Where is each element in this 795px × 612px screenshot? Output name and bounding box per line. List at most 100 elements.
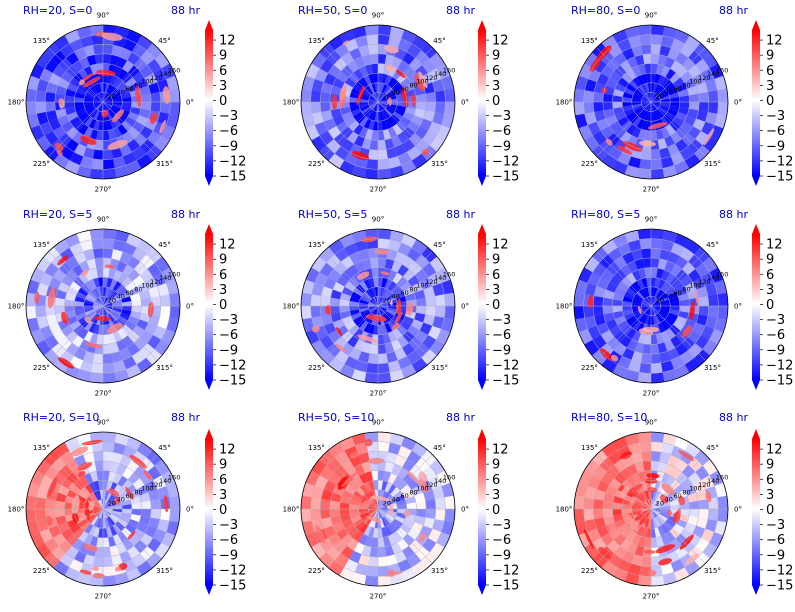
heatmap-cell (381, 73, 388, 84)
heatmap-cell (159, 294, 171, 306)
heatmap-cell (415, 509, 427, 518)
heatmap-cell (93, 324, 100, 335)
heatmap-cell (651, 362, 663, 374)
heatmap-cell (670, 152, 685, 166)
heatmap-cell (584, 519, 597, 533)
heatmap-cell (429, 339, 445, 356)
heatmap-cell (36, 542, 52, 559)
heatmap-cell (321, 517, 333, 529)
heatmap-cell (368, 504, 378, 509)
heatmap-cell (596, 322, 610, 335)
heatmap-cell (136, 239, 153, 255)
heatmap-cell (344, 320, 356, 331)
heatmap-cell (617, 152, 632, 166)
heatmap-cell (376, 509, 378, 519)
heatmap-cell (122, 152, 137, 166)
heatmap-cell (651, 92, 656, 102)
time-label: 88 hr (171, 4, 200, 17)
heatmap-cell (425, 306, 436, 317)
heatmap-cell (717, 495, 728, 509)
heatmap-cell (352, 315, 364, 325)
heatmap-cell (378, 509, 383, 519)
heatmap-cell (371, 63, 378, 74)
radial-tick-label: 60 (126, 85, 134, 93)
heatmap-cell (347, 467, 359, 480)
heatmap-cell (403, 315, 415, 326)
heatmap-cell (397, 60, 409, 73)
heatmap-cell (696, 314, 708, 326)
heatmap-cell (429, 256, 445, 273)
heatmap-cell (620, 335, 632, 348)
grid-spoke (377, 251, 433, 307)
heatmap-cell (632, 116, 642, 128)
heatmap-cell (434, 102, 446, 114)
heatmap-cell (664, 135, 676, 148)
angle-tick-label: 0° (734, 303, 742, 311)
heatmap-cell (83, 147, 95, 159)
heatmap-cell (656, 64, 665, 75)
heatmap-cell (53, 442, 70, 458)
angle-tick-label: 90° (645, 419, 657, 427)
radial-tick-label: 120 (425, 278, 437, 286)
polar-grid (25, 431, 181, 587)
heatmap-cell (365, 85, 374, 95)
heatmap-cell (74, 47, 87, 61)
heatmap-cell (670, 356, 685, 370)
heatmap-cell (441, 482, 454, 498)
heatmap-cell (434, 306, 446, 318)
heatmap-cell (112, 523, 122, 535)
heatmap-cell (74, 143, 87, 157)
heatmap-cell (330, 492, 342, 503)
heatmap-cell (144, 322, 158, 335)
rainband-streak (77, 462, 92, 471)
heatmap-cell (321, 314, 333, 326)
heatmap-cell (89, 372, 103, 383)
heatmap-cell (419, 118, 433, 131)
heatmap-cell (94, 102, 103, 109)
heatmap-cell (349, 509, 360, 515)
grid-spoke (48, 47, 104, 103)
heatmap-cell (361, 342, 372, 354)
heatmap-cell (641, 97, 651, 102)
heatmap-cell (320, 295, 331, 306)
grid-spoke (650, 508, 706, 564)
heatmap-cell (121, 96, 132, 102)
rainband-streak (357, 334, 378, 343)
heatmap-cell (330, 515, 342, 526)
heatmap-cell (374, 499, 378, 509)
heatmap-cell (349, 296, 360, 303)
heatmap-cell (626, 475, 637, 487)
heatmap-cell (121, 503, 132, 509)
heatmap-cell (698, 509, 709, 520)
heatmap-cell (378, 509, 388, 513)
heatmap-cell (36, 112, 49, 126)
heatmap-cell (444, 292, 455, 306)
colorbar-tick-label: −9 (219, 343, 238, 358)
rainband-streak (315, 525, 326, 544)
heatmap-cell (154, 542, 170, 559)
heatmap-cell (336, 275, 349, 287)
heatmap-cell (103, 95, 112, 102)
heatmap-cell (392, 124, 403, 136)
angle-tick-label: 45° (706, 241, 718, 249)
heatmap-cell (378, 102, 383, 112)
heatmap-cell (626, 68, 637, 80)
heatmap-cell (150, 498, 161, 509)
heatmap-cell (144, 73, 158, 86)
heatmap-cell (368, 83, 375, 94)
heatmap-cell (91, 238, 103, 250)
heatmap-cell (684, 153, 701, 169)
rainband-streak (620, 451, 632, 460)
heatmap-cell (83, 472, 94, 484)
heatmap-cell (57, 522, 70, 534)
heatmap-cell (36, 78, 49, 92)
heatmap-cell (622, 347, 635, 361)
angle-tick-label: 0° (186, 303, 194, 311)
heatmap-cell (109, 74, 118, 86)
heatmap-cell (131, 509, 142, 516)
heatmap-cell (379, 287, 385, 297)
heatmap-cell (96, 518, 102, 528)
heatmap-cell (96, 490, 102, 500)
heatmap-cell (117, 328, 128, 340)
heatmap-cell (664, 339, 676, 352)
